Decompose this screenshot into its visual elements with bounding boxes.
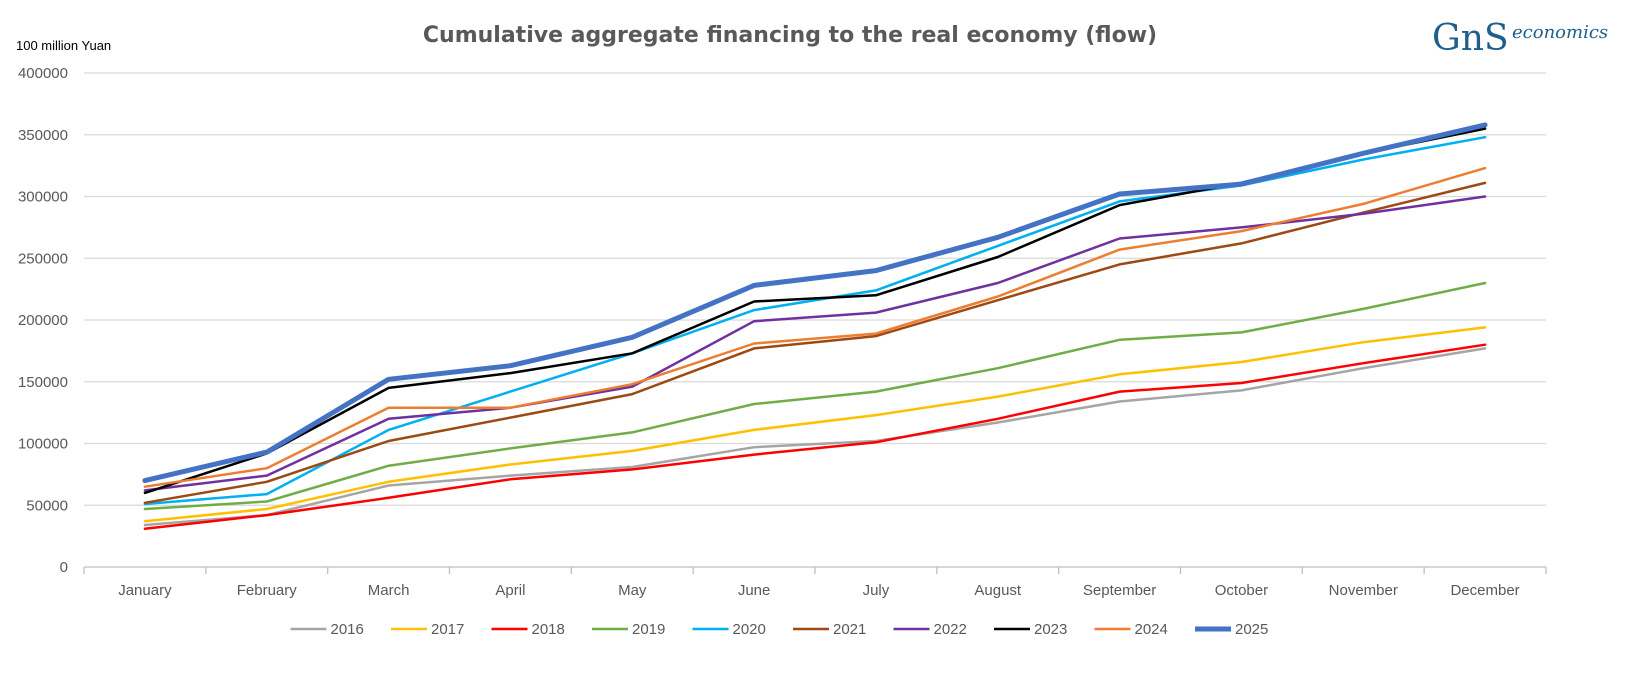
series-line-2018 [143,343,1487,530]
legend-label: 2025 [1235,621,1268,638]
y-tick-label: 250000 [18,250,68,267]
legend-label: 2018 [532,621,565,638]
x-tick-label: January [118,582,172,599]
legend-label: 2016 [331,621,364,638]
legend-item-2019[interactable]: 2019 [592,621,665,638]
series-line-2021 [143,181,1487,505]
y-axis-unit-label: 100 million Yuan [16,38,111,53]
x-tick-label: June [738,582,771,599]
legend[interactable]: 2016 2017 2018 2019 2020 2021 2022 2023 2024 2025 [290,621,1269,638]
y-tick-label: 0 [60,559,68,576]
series-line-2025 [142,122,1488,484]
y-axis-ticks: 0 50000 100000 150000 200000 250000 300000 3500… [18,65,68,576]
x-tick-label: November [1329,582,1398,599]
series-lines [142,122,1488,530]
legend-item-2018[interactable]: 2018 [491,621,565,638]
y-tick-label: 200000 [18,312,68,329]
x-tick-label: April [495,582,525,599]
legend-item-2020[interactable]: 2020 [692,621,766,638]
legend-item-2017[interactable]: 2017 [391,621,464,638]
company-logo: GnS economics [1432,18,1608,59]
y-tick-label: 300000 [18,189,68,206]
legend-label: 2017 [431,621,464,638]
legend-item-2025[interactable]: 2025 [1195,621,1268,638]
legend-label: 2022 [934,621,967,638]
legend-item-2024[interactable]: 2024 [1094,621,1168,638]
legend-item-2021[interactable]: 2021 [793,621,866,638]
legend-label: 2024 [1135,621,1168,638]
legend-label: 2023 [1034,621,1067,638]
y-tick-label: 50000 [26,497,68,514]
x-axis: January February March April May June July Augu… [83,566,1547,599]
legend-label: 2019 [632,621,665,638]
y-tick-label: 350000 [18,127,68,144]
y-tick-label: 400000 [18,65,68,82]
series-line-2016 [143,347,1487,527]
series-line-2022 [143,195,1487,492]
legend-item-2022[interactable]: 2022 [893,621,967,638]
x-tick-label: May [618,582,647,599]
chart-title: Cumulative aggregate financing to the re… [423,23,1157,48]
series-line-2019 [143,281,1487,511]
x-tick-label: August [974,582,1022,599]
x-tick-label: February [237,582,298,599]
legend-item-2023[interactable]: 2023 [994,621,1067,638]
legend-label: 2020 [733,621,766,638]
gridlines [84,72,1546,506]
logo-letters: GnS [1432,18,1509,59]
y-tick-label: 100000 [18,436,68,453]
legend-item-2016[interactable]: 2016 [290,621,364,638]
legend-label: 2021 [833,621,866,638]
x-tick-label: October [1215,582,1268,599]
series-line-2024 [143,166,1487,488]
logo-wordmark: economics [1512,22,1608,43]
series-line-2017 [143,326,1487,523]
x-tick-label: July [863,582,890,599]
x-tick-label: December [1450,582,1519,599]
x-tick-label: September [1083,582,1156,599]
y-tick-label: 150000 [18,374,68,391]
x-tick-label: March [368,582,410,599]
